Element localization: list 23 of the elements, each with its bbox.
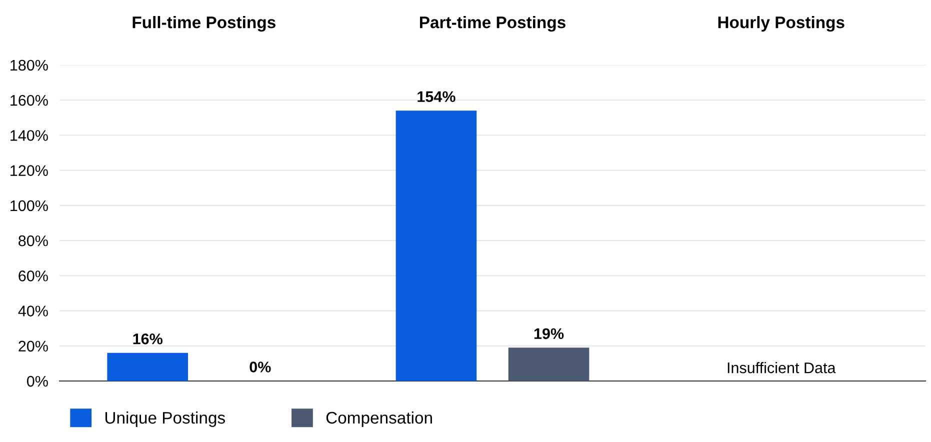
- y-tick-label: 100%: [10, 200, 48, 212]
- legend-label: Compensation: [326, 411, 432, 427]
- y-tick-label: 40%: [18, 306, 48, 316]
- legend-label: Unique Postings: [105, 411, 225, 427]
- bar: [107, 352, 188, 382]
- y-tick-label: 60%: [18, 270, 48, 282]
- x-tick-label: Hourly Postings: [718, 16, 844, 32]
- text: 19%: [534, 328, 564, 340]
- y-tick-label: 0%: [26, 376, 48, 387]
- x-tick-label: Full-time Postings: [132, 16, 276, 32]
- y-tick-label: 140%: [10, 130, 48, 141]
- x-tick-label: Part-time Postings: [420, 16, 566, 32]
- text: 16%: [133, 334, 162, 344]
- y-tick-label: 180%: [10, 60, 48, 71]
- annotation: Insufficient Data: [728, 362, 836, 374]
- y-tick-label: 160%: [10, 94, 48, 106]
- bar: [508, 348, 590, 382]
- text: 154%: [418, 91, 456, 102]
- y-tick-label: 120%: [10, 165, 48, 176]
- text: 0%: [250, 362, 271, 372]
- y-tick-label: 80%: [18, 235, 48, 246]
- bar: [396, 110, 477, 382]
- y-tick-label: 20%: [18, 340, 48, 352]
